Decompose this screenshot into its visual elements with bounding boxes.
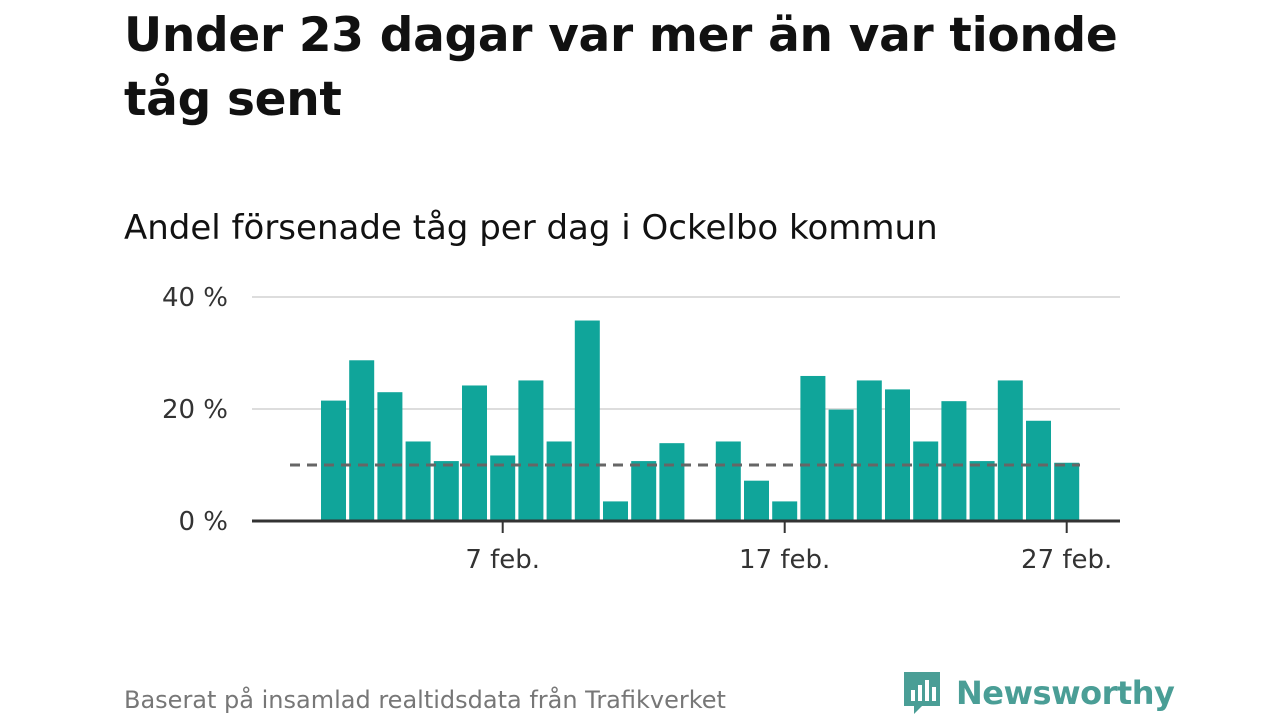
bar [856,380,882,521]
bar [518,380,544,521]
brand-logo: Newsworthy [902,670,1175,716]
bar [1026,420,1051,521]
bar [969,461,995,521]
bar-chart: 0 % 20 % 40 % 7 feb. 17 feb. 27 feb. [162,283,1120,575]
bar [744,480,769,521]
bar [885,389,910,521]
bar [574,320,600,521]
bar [659,443,685,521]
bar [1054,462,1080,521]
bar [462,385,487,521]
y-tick-label: 0 % [178,507,228,537]
bar [941,401,967,521]
x-tick-label: 17 feb. [739,545,830,575]
source-note: Baserat på insamlad realtidsdata från Tr… [124,686,726,714]
brand-name: Newsworthy [956,674,1175,712]
newsworthy-logo-icon [904,672,940,714]
bar [405,441,431,521]
bars [321,320,1080,521]
bar [349,360,375,521]
bar [997,380,1023,521]
bar [631,461,657,521]
bar [913,441,939,521]
x-tick-label: 27 feb. [1021,545,1112,575]
bar [546,441,572,521]
bar [377,392,403,521]
y-axis-labels: 0 % 20 % 40 % [162,283,228,537]
y-tick-label: 40 % [162,283,228,313]
bar [321,400,346,521]
bar [603,501,628,521]
bar [800,375,826,521]
x-tick-label: 7 feb. [465,545,540,575]
y-tick-label: 20 % [162,395,228,425]
bar [715,441,741,521]
bar [433,461,459,521]
chart-subtitle: Andel försenade tåg per dag i Ockelbo ko… [124,208,938,248]
chart-headline: Under 23 dagar var mer än var tionde tåg… [124,8,1118,127]
x-axis: 7 feb. 17 feb. 27 feb. [252,519,1120,575]
bar [772,501,798,521]
